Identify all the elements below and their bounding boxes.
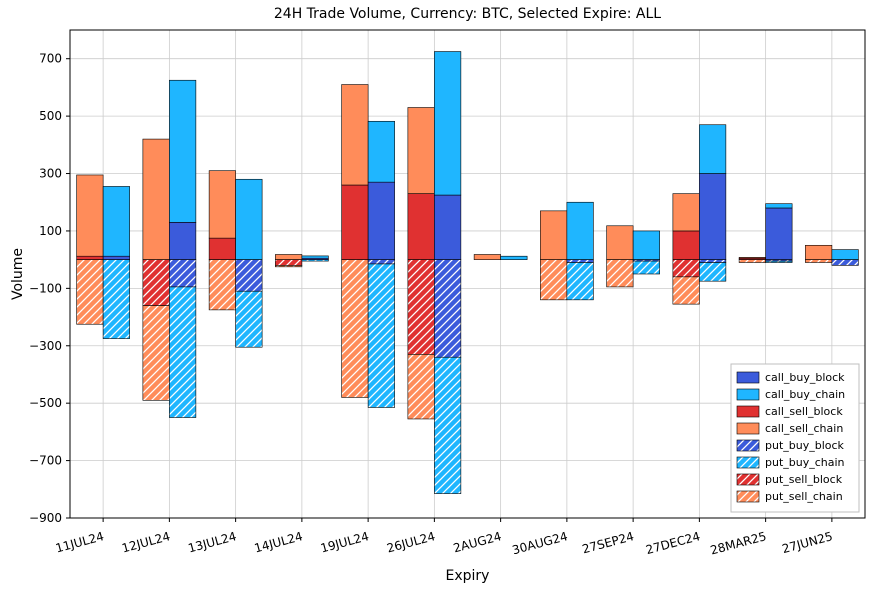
bar-put_sell_chain — [143, 306, 170, 401]
bar-call_buy_chain — [236, 179, 263, 259]
bar-call_sell_chain — [607, 226, 634, 260]
bar-call_buy_block — [169, 222, 196, 259]
bar-put_buy_block — [567, 260, 594, 263]
bar-put_sell_chain — [77, 260, 104, 325]
bar-call_sell_block — [77, 256, 104, 259]
bar-put_buy_chain — [766, 261, 793, 262]
bar-call_buy_chain — [501, 256, 528, 259]
bar-put_buy_block — [368, 260, 395, 264]
y-tick-label: −700 — [29, 454, 62, 468]
legend: call_buy_block call_buy_chain call_sell_bl… — [731, 364, 859, 512]
bar-call_buy_chain — [169, 80, 196, 222]
bar-call_buy_chain — [302, 256, 329, 258]
bar-call_buy_block — [434, 195, 461, 260]
bar-call_buy_block — [766, 208, 793, 260]
bar-call_sell_block — [342, 185, 369, 260]
bar-call_sell_chain — [408, 108, 435, 194]
bar-call_sell_block — [209, 238, 236, 260]
bar-put_sell_chain — [408, 354, 435, 419]
bar-put_buy_block — [169, 260, 196, 287]
bar-put_sell_block — [143, 260, 170, 306]
bar-put_sell_chain — [673, 277, 700, 304]
bar-call_sell_chain — [143, 139, 170, 260]
bar-put_sell_chain — [209, 260, 236, 310]
bar-put_sell_chain — [342, 260, 369, 398]
bar-put_buy_chain — [302, 260, 329, 261]
bar-put_buy_chain — [633, 261, 660, 274]
bar-call_sell_chain — [540, 211, 567, 260]
bar-call_sell_chain — [474, 254, 501, 259]
bar-put_buy_chain — [699, 263, 726, 282]
bar-put_buy_chain — [169, 287, 196, 418]
bar-put_sell_chain — [540, 260, 567, 300]
bar-call_buy_chain — [699, 125, 726, 174]
bar-put_buy_block — [699, 260, 726, 263]
legend-swatch — [737, 423, 759, 434]
bar-call_sell_chain — [275, 254, 302, 259]
bar-put_buy_block — [236, 260, 263, 292]
legend-swatch — [737, 389, 759, 400]
chart-title: 24H Trade Volume, Currency: BTC, Selecte… — [274, 6, 661, 22]
bar-call_buy_chain — [368, 121, 395, 182]
bar-put_buy_chain — [103, 260, 130, 339]
legend-swatch — [737, 491, 759, 502]
y-tick-label: −100 — [29, 281, 62, 295]
y-axis-label: Volume — [10, 248, 26, 300]
bar-call_sell_chain — [805, 245, 832, 259]
y-tick-label: 300 — [39, 167, 62, 181]
bar-call_sell_chain — [342, 85, 369, 185]
bar-put_buy_block — [434, 260, 461, 358]
legend-label: call_sell_chain — [765, 422, 843, 435]
bar-call_buy_chain — [103, 186, 130, 256]
bar-put_sell_block — [673, 260, 700, 277]
bar-put_sell_block — [408, 260, 435, 355]
bar-call_buy_block — [368, 182, 395, 260]
bar-put_buy_block — [832, 260, 859, 266]
y-tick-label: 700 — [39, 52, 62, 66]
legend-label: put_buy_chain — [765, 456, 845, 469]
bar-call_buy_block — [103, 256, 130, 259]
y-tick-label: 100 — [39, 224, 62, 238]
legend-label: put_sell_block — [765, 473, 843, 486]
trade-volume-chart: −900−700−500−300−10010030050070011JUL241… — [0, 0, 885, 598]
bar-put_buy_chain — [434, 357, 461, 493]
legend-swatch — [737, 440, 759, 451]
legend-label: put_buy_block — [765, 439, 845, 452]
bar-call_sell_chain — [673, 194, 700, 231]
bar-put_sell_chain — [805, 260, 832, 263]
y-tick-label: −500 — [29, 396, 62, 410]
y-tick-label: 500 — [39, 109, 62, 123]
bar-put_sell_chain — [607, 260, 634, 287]
bar-call_buy_chain — [633, 231, 660, 260]
bar-call_buy_chain — [832, 250, 859, 260]
legend-swatch — [737, 372, 759, 383]
bar-put_buy_chain — [368, 264, 395, 408]
bar-call_sell_block — [408, 194, 435, 260]
legend-label: call_sell_block — [765, 405, 843, 418]
y-tick-label: −300 — [29, 339, 62, 353]
bar-call_sell_chain — [209, 171, 236, 238]
y-tick-label: −900 — [29, 511, 62, 525]
legend-swatch — [737, 457, 759, 468]
bar-call_sell_chain — [77, 175, 104, 256]
bar-call_sell_chain — [739, 257, 766, 258]
bar-put_buy_chain — [236, 291, 263, 347]
bar-call_buy_chain — [766, 204, 793, 208]
legend-swatch — [737, 406, 759, 417]
bar-call_buy_chain — [567, 202, 594, 259]
legend-label: call_buy_block — [765, 371, 845, 384]
bar-call_buy_chain — [434, 52, 461, 196]
bar-call_buy_block — [699, 174, 726, 260]
legend-label: call_buy_chain — [765, 388, 845, 401]
bar-put_sell_block — [275, 260, 302, 266]
bar-put_buy_chain — [567, 263, 594, 300]
bar-call_sell_block — [673, 231, 700, 260]
legend-label: put_sell_chain — [765, 490, 843, 503]
legend-swatch — [737, 474, 759, 485]
x-axis-label: Expiry — [446, 568, 490, 584]
bar-put_sell_chain — [275, 265, 302, 266]
bar-put_sell_chain — [739, 260, 766, 263]
